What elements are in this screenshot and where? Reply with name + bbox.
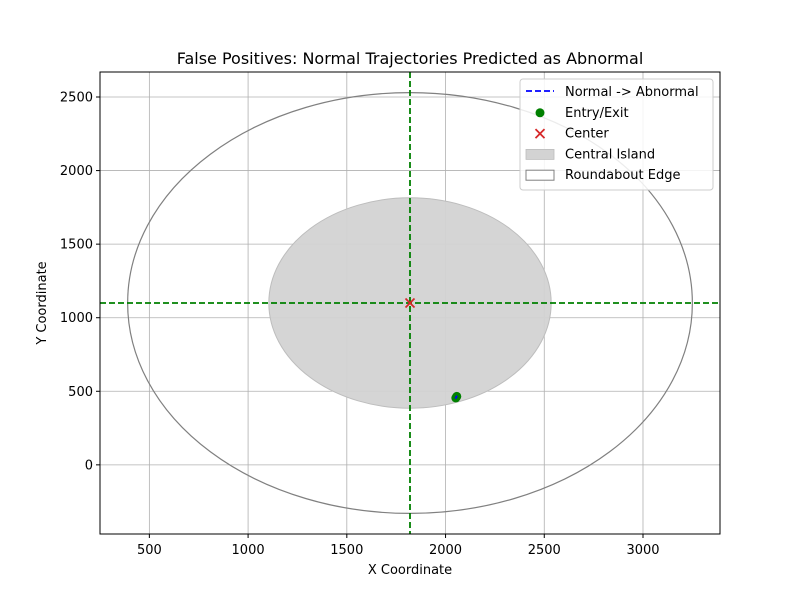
legend-item: Entry/Exit [535,106,629,121]
center-marker-stroke [404,297,416,309]
x-tick-label: 2500 [528,543,561,558]
chart-title: False Positives: Normal Trajectories Pre… [177,49,644,68]
center-marker [404,297,416,309]
legend-item: Roundabout Edge [525,168,681,183]
y-tick-label: 500 [68,385,93,400]
legend-item: Normal -> Abnormal [526,85,699,100]
x-axis-label: X Coordinate [368,563,452,578]
legend: Normal -> Abnormal Entry/Exit Center Centra… [519,78,714,191]
x-tick-label: 3000 [626,543,659,558]
x-tick-label: 1500 [330,543,363,558]
plot-frame [99,71,721,535]
trajectory-line [454,395,458,400]
y-tick-label: 0 [85,458,93,473]
x-tick-label: 500 [137,543,162,558]
legend-item: Center [534,127,609,142]
legend-box [519,78,714,191]
y-tick-label: 1500 [60,238,93,253]
axis-ticks: 500 1000 1500 2000 2500 3000 0 500 1000 1500 2000 2… [60,91,660,558]
legend-label: Entry/Exit [565,106,629,121]
y-axis-label: Y Coordinate [35,261,50,345]
legend-label: Center [565,127,609,142]
legend-label: Normal -> Abnormal [565,85,699,100]
y-tick-label: 2000 [60,164,93,179]
plot-area [100,72,720,534]
legend-handle-patch [525,169,555,181]
legend-label: Central Island [565,147,655,162]
legend-handle-cross [534,128,546,139]
legend-label: Roundabout Edge [565,168,681,183]
y-tick-label: 1000 [60,311,93,326]
legend-handle-dot [535,108,545,118]
legend-item: Central Island [525,147,655,162]
x-tick-label: 2000 [429,543,462,558]
y-tick-label: 2500 [60,91,93,106]
x-tick-label: 1000 [232,543,265,558]
legend-handle-patch [525,148,555,160]
